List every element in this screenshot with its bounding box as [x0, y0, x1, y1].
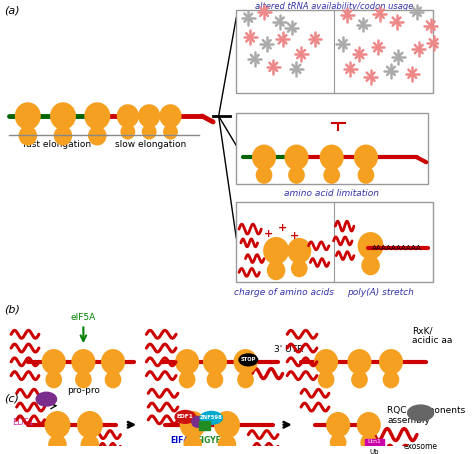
Text: RQC components: RQC components: [387, 406, 465, 415]
Circle shape: [18, 126, 37, 146]
Ellipse shape: [36, 392, 56, 406]
Circle shape: [284, 144, 309, 170]
Text: GIGYF2: GIGYF2: [196, 435, 227, 444]
Circle shape: [175, 349, 199, 375]
Circle shape: [84, 102, 110, 130]
Text: RxK/: RxK/: [412, 326, 433, 336]
Text: AAAAAAAAAA: AAAAAAAAAA: [372, 245, 421, 251]
Circle shape: [237, 370, 254, 388]
Text: +: +: [264, 229, 273, 239]
Text: EDF1: EDF1: [12, 418, 34, 427]
Circle shape: [75, 370, 92, 388]
FancyBboxPatch shape: [365, 439, 383, 446]
Circle shape: [214, 411, 240, 439]
Circle shape: [54, 126, 72, 146]
Circle shape: [291, 260, 308, 277]
Text: arginine limitation: arginine limitation: [299, 115, 377, 124]
Circle shape: [46, 370, 62, 388]
FancyBboxPatch shape: [365, 449, 383, 454]
Text: slow elongation: slow elongation: [115, 140, 187, 148]
Circle shape: [15, 102, 41, 130]
Text: +: +: [290, 231, 299, 241]
Ellipse shape: [175, 410, 195, 423]
Circle shape: [267, 261, 285, 280]
Circle shape: [50, 102, 76, 130]
Circle shape: [318, 370, 335, 388]
Circle shape: [142, 124, 156, 140]
FancyBboxPatch shape: [199, 421, 210, 429]
Circle shape: [218, 434, 236, 454]
FancyBboxPatch shape: [236, 202, 433, 282]
Circle shape: [159, 104, 182, 128]
Circle shape: [379, 349, 403, 375]
Text: ZNF598: ZNF598: [200, 415, 223, 420]
Circle shape: [319, 144, 344, 170]
Circle shape: [287, 238, 311, 263]
Text: eIF5A: eIF5A: [71, 312, 96, 321]
Circle shape: [357, 232, 383, 260]
Circle shape: [203, 349, 227, 375]
FancyBboxPatch shape: [236, 113, 428, 184]
Text: amino acid limitation: amino acid limitation: [284, 189, 379, 198]
Circle shape: [354, 144, 378, 170]
Circle shape: [45, 411, 71, 439]
Text: Ltn1: Ltn1: [367, 439, 381, 444]
Circle shape: [81, 434, 99, 454]
Text: poly(A) stretch: poly(A) stretch: [347, 288, 414, 297]
Text: assembly: assembly: [387, 416, 430, 425]
Circle shape: [42, 349, 66, 375]
Text: altered tRNA availability/codon usage: altered tRNA availability/codon usage: [255, 2, 414, 11]
Circle shape: [288, 166, 305, 184]
Circle shape: [48, 434, 67, 454]
Circle shape: [326, 412, 350, 438]
Circle shape: [138, 104, 160, 128]
Circle shape: [252, 144, 276, 170]
Text: EDF1: EDF1: [177, 415, 194, 419]
Text: acidic aa: acidic aa: [412, 336, 453, 345]
Circle shape: [383, 370, 399, 388]
Circle shape: [330, 434, 346, 451]
Text: fast elongation: fast elongation: [23, 140, 91, 148]
Circle shape: [72, 349, 95, 375]
Ellipse shape: [408, 405, 434, 421]
Circle shape: [314, 349, 338, 375]
Circle shape: [101, 349, 125, 375]
Circle shape: [323, 166, 340, 184]
Circle shape: [347, 349, 372, 375]
Circle shape: [361, 256, 380, 275]
Circle shape: [263, 237, 289, 265]
Text: +: +: [278, 223, 287, 233]
Text: (a): (a): [5, 6, 20, 16]
Circle shape: [207, 370, 223, 388]
Circle shape: [88, 126, 107, 146]
Text: EIF4E2: EIF4E2: [171, 435, 200, 444]
Text: 3' UTR: 3' UTR: [274, 345, 303, 354]
Circle shape: [120, 124, 135, 140]
Circle shape: [255, 166, 273, 184]
Ellipse shape: [192, 416, 203, 427]
Text: Ub: Ub: [370, 449, 379, 454]
Circle shape: [351, 370, 368, 388]
Text: (c): (c): [5, 393, 19, 403]
Circle shape: [357, 412, 381, 438]
Ellipse shape: [200, 411, 222, 424]
Text: (b): (b): [5, 305, 20, 315]
Circle shape: [183, 434, 202, 454]
Circle shape: [234, 349, 257, 375]
Circle shape: [117, 104, 139, 128]
Circle shape: [77, 411, 103, 439]
Circle shape: [180, 411, 206, 439]
Circle shape: [105, 370, 121, 388]
Circle shape: [179, 370, 195, 388]
Ellipse shape: [239, 354, 257, 366]
Text: STOP: STOP: [240, 357, 256, 362]
Circle shape: [163, 124, 178, 140]
Text: exosome: exosome: [404, 443, 438, 451]
Text: charge of amino acids: charge of amino acids: [235, 288, 335, 297]
FancyBboxPatch shape: [236, 10, 433, 94]
Text: pro-pro: pro-pro: [67, 386, 100, 395]
Circle shape: [357, 166, 374, 184]
Circle shape: [360, 434, 377, 451]
